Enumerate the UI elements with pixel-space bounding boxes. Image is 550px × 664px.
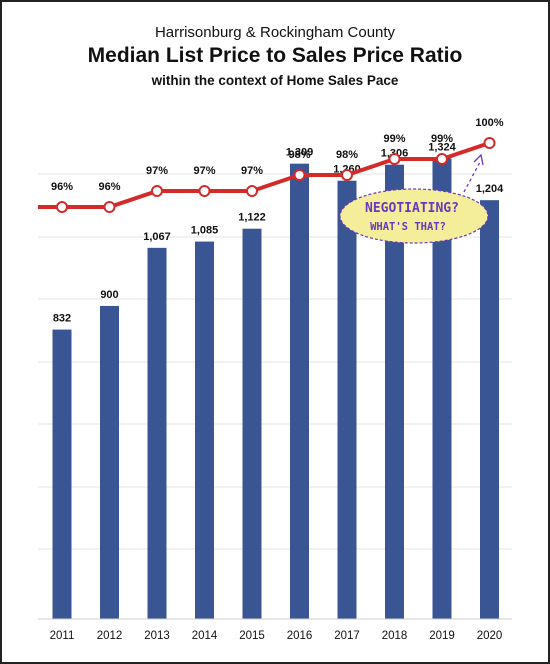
x-tick-2011: 2011 [50,630,75,642]
x-tick-2012: 2012 [97,630,123,642]
bar-2013 [147,247,167,619]
callout-line-1: NEGOTIATING? [365,201,459,216]
line-point-2014 [198,185,211,197]
line-label-2011: 96% [51,181,73,193]
x-tick-2013: 2013 [144,630,170,642]
chart-region-label: Harrisonburg & Rockingham County [154,24,396,41]
bar-series [52,158,499,620]
line-label-2013: 97% [146,165,168,177]
x-tick-2018: 2018 [382,630,408,642]
x-tick-2020: 2020 [477,630,503,642]
line-label-2014: 97% [193,165,215,177]
line-point-2020 [483,137,496,149]
line-value-labels: 96% 96% 97% 97% 97% 98% 98% 99% 99% 100% [51,117,504,193]
line-label-2018: 99% [383,133,405,145]
line-label-2019: 99% [431,133,453,145]
line-point-2012 [103,201,116,213]
bar-2017 [337,180,357,619]
bar-2011 [52,329,72,619]
bar-2015 [242,228,262,619]
bar-label-2016: 1,309 [286,147,314,159]
line-point-2013 [151,185,163,197]
line-label-2015: 97% [241,165,263,177]
bar-2016 [290,163,309,619]
bar-label-2012: 900 [100,289,118,301]
bar-2020 [480,200,499,619]
line-series [38,137,496,213]
x-tick-2016: 2016 [287,630,313,642]
x-axis: 2011 2012 2013 2014 2015 2016 2017 2018 2019 2020 [38,618,512,642]
x-tick-2014: 2014 [192,630,218,642]
callout-arrow [463,161,481,193]
line-point-2016 [293,169,306,181]
bar-2014 [195,241,214,619]
line-point-2017 [341,169,353,181]
bar-label-2014: 1,085 [191,225,219,237]
bar-label-2013: 1,067 [143,231,171,243]
bar-2012 [100,305,119,619]
line-label-2016: 98% [288,149,310,161]
bar-label-2019: 1,324 [428,141,456,153]
callout-bubble [339,188,489,244]
x-tick-2019: 2019 [429,630,455,642]
line-point-2018 [388,153,401,165]
bar-2019 [432,158,452,620]
callout-arrowhead [473,153,484,166]
bar-2018 [385,164,404,619]
line-point-2015 [246,185,258,197]
x-tick-2017: 2017 [334,630,360,642]
bar-label-2020: 1,204 [476,183,504,195]
callout-line-2: WHAT'S THAT? [370,221,446,233]
line-point-2011 [56,201,68,213]
line-label-2020: 100% [475,117,503,129]
chart-title: Median List Price to Sales Price Ratio [87,44,463,67]
negotiating-callout: NEGOTIATING? WHAT'S THAT? [339,153,489,244]
x-tick-2015: 2015 [239,630,265,642]
line-label-2017: 98% [336,149,358,161]
chart-subtitle: within the context of Home Sales Pace [151,73,399,88]
line-label-2012: 96% [98,181,120,193]
bar-label-2011: 832 [53,313,71,325]
line-point-2019 [436,153,448,165]
bar-label-2015: 1,122 [238,212,266,224]
